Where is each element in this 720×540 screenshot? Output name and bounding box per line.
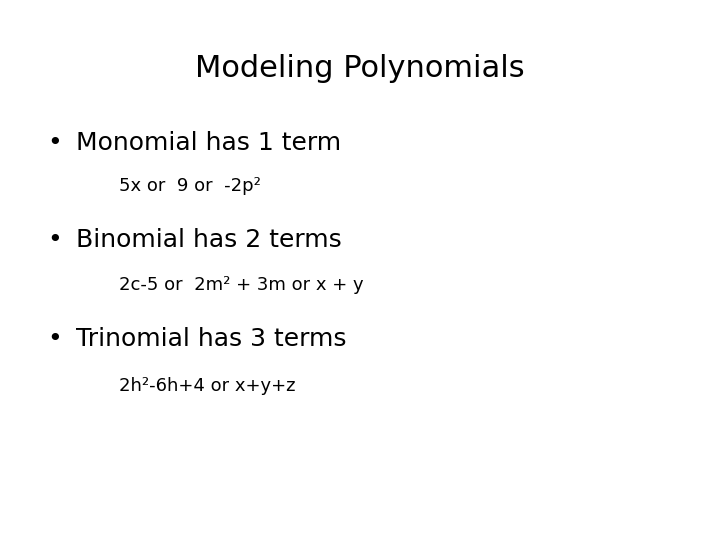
Text: Trinomial has 3 terms: Trinomial has 3 terms [76, 327, 346, 351]
Text: •: • [47, 228, 61, 252]
Text: 2c-5 or  2m² + 3m or x + y: 2c-5 or 2m² + 3m or x + y [119, 276, 364, 294]
Text: 2h²-6h+4 or x+y+z: 2h²-6h+4 or x+y+z [119, 377, 295, 395]
Text: •: • [47, 131, 61, 155]
Text: •: • [47, 327, 61, 351]
Text: Modeling Polynomials: Modeling Polynomials [195, 54, 525, 83]
Text: Monomial has 1 term: Monomial has 1 term [76, 131, 341, 155]
Text: Binomial has 2 terms: Binomial has 2 terms [76, 228, 341, 252]
Text: 5x or  9 or  -2p²: 5x or 9 or -2p² [119, 177, 261, 195]
